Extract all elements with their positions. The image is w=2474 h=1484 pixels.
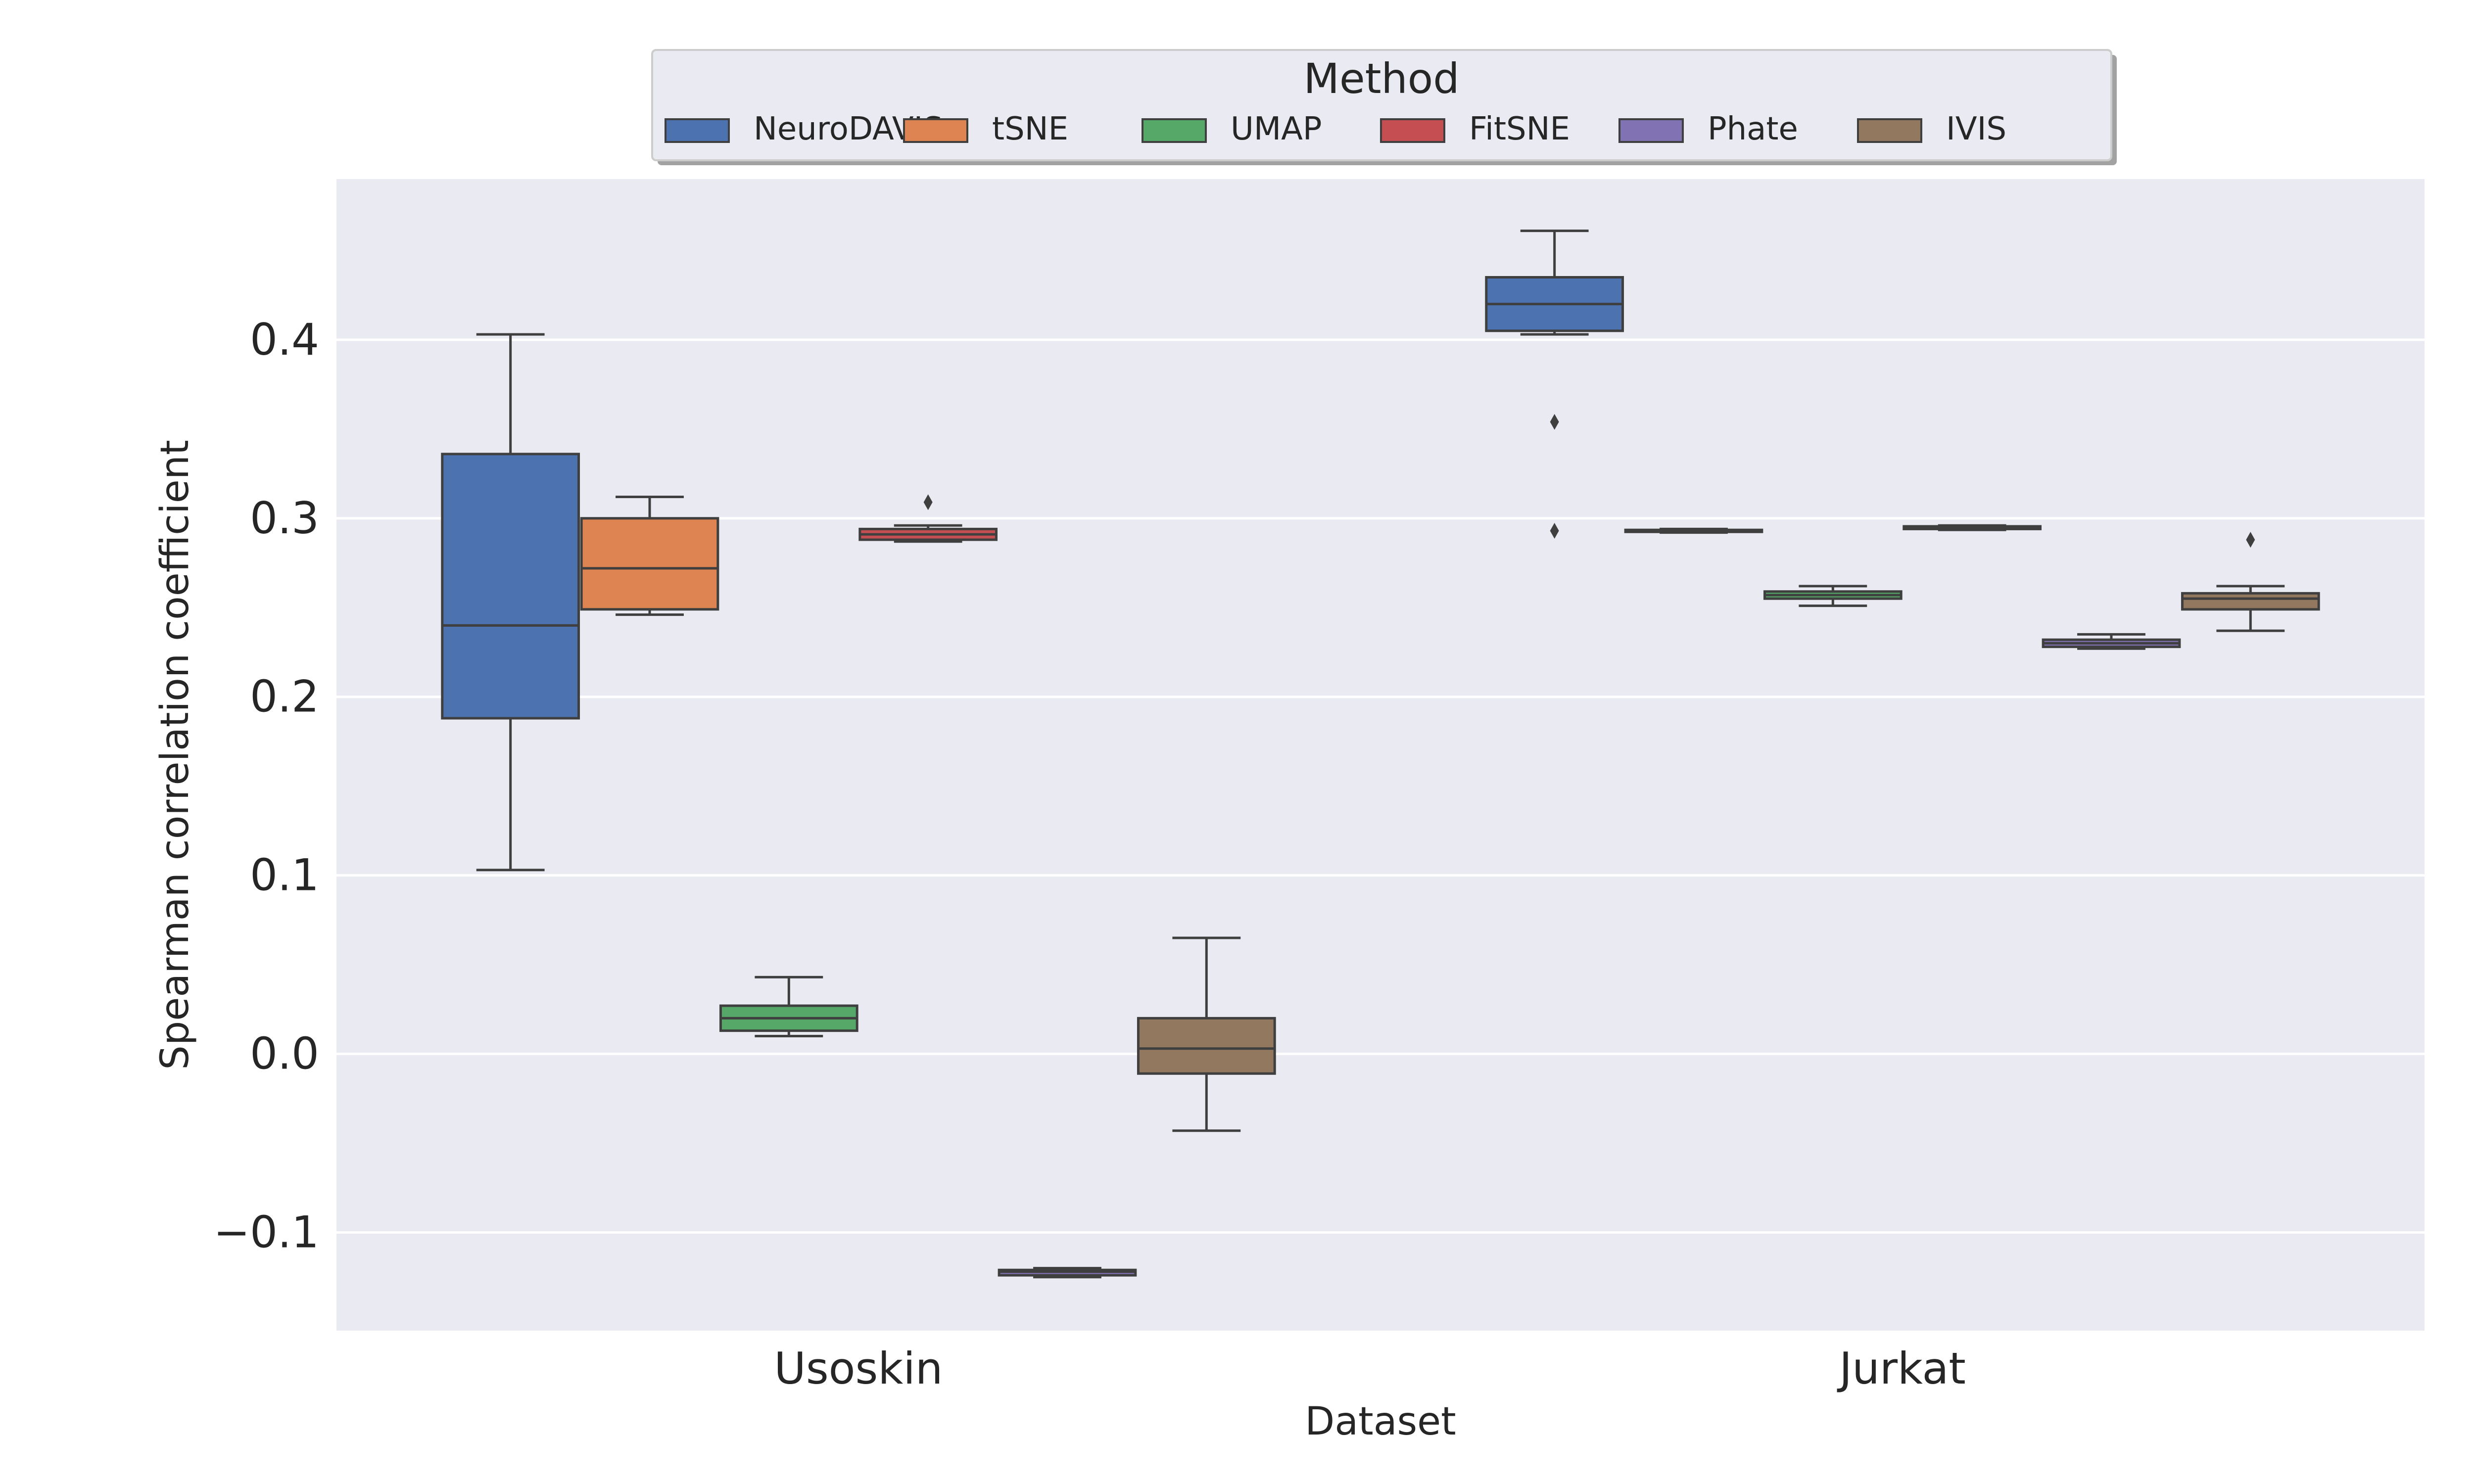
legend-swatch [1142, 118, 1207, 143]
y-tick-label: 0.2 [250, 671, 319, 722]
y-tick-label: −0.1 [213, 1206, 319, 1257]
box-phate-jurkat [2042, 633, 2181, 650]
box-ivis-jurkat [2181, 532, 2320, 632]
legend-box [651, 49, 2112, 161]
legend-entry-umap: UMAP [1142, 111, 1322, 147]
box-iqr [2181, 592, 2320, 611]
outlier-point [1550, 523, 1559, 539]
legend-entry-ivis: IVIS [1857, 111, 2006, 147]
legend-swatch [1380, 118, 1445, 143]
box-phate-usoskin [998, 1267, 1137, 1279]
legend-entries: NeuroDAVIS tSNE UMAP FitSNE Phate IVIS [665, 111, 2006, 147]
legend-swatch [1857, 118, 1922, 143]
y-tick-label: 0.4 [250, 314, 319, 365]
box-iqr [441, 453, 580, 720]
x-tick-label: Jurkat [1837, 1343, 1966, 1394]
legend-swatch [903, 118, 968, 143]
y-tick-label: 0.0 [250, 1028, 319, 1079]
x-tick-label: Usoskin [774, 1343, 943, 1394]
y-tick-label: 0.1 [250, 850, 319, 901]
legend-label: Phate [1708, 111, 1798, 147]
box-tsne-usoskin [580, 495, 719, 616]
box-tsne-jurkat [1624, 527, 1763, 534]
x-axis-label: Dataset [1305, 1399, 1456, 1444]
legend-entry-fitsne: FitSNE [1380, 111, 1570, 147]
legend-swatch [665, 118, 730, 143]
y-tick-label: 0.3 [250, 493, 319, 544]
box-fitsne-usoskin [858, 494, 998, 543]
box-neurodavis-jurkat [1485, 230, 1624, 539]
legend: Method NeuroDAVIS tSNE UMAP FitSNE Phate IVIS [651, 49, 2117, 165]
box-fitsne-jurkat [1903, 524, 2042, 531]
box-umap-jurkat [1763, 585, 1903, 607]
legend-entry-phate: Phate [1618, 111, 1798, 147]
outlier-point [923, 494, 933, 510]
legend-label: tSNE [992, 111, 1068, 147]
legend-label: IVIS [1946, 111, 2006, 147]
outlier-point [2246, 532, 2255, 548]
legend-label: FitSNE [1469, 111, 1570, 147]
box-series [441, 230, 2320, 1279]
outlier-point [1550, 414, 1559, 430]
legend-label: UMAP [1231, 111, 1322, 147]
x-tick-labels: Usoskin Jurkat [774, 1343, 1965, 1394]
legend-title: Method [1303, 54, 1459, 103]
box-iqr [580, 517, 719, 611]
plot-area-background [336, 179, 2425, 1331]
legend-swatch [1618, 118, 1684, 143]
box-ivis-usoskin [1137, 936, 1276, 1132]
legend-entry-tsne: tSNE [903, 111, 1068, 147]
y-axis-label: Spearman correlation coefficient [153, 440, 197, 1069]
y-tick-labels: −0.1 0.0 0.1 0.2 0.3 0.4 [213, 314, 319, 1258]
box-umap-usoskin [719, 975, 858, 1037]
box-neurodavis-usoskin [441, 333, 580, 872]
box-iqr [1137, 1017, 1276, 1075]
